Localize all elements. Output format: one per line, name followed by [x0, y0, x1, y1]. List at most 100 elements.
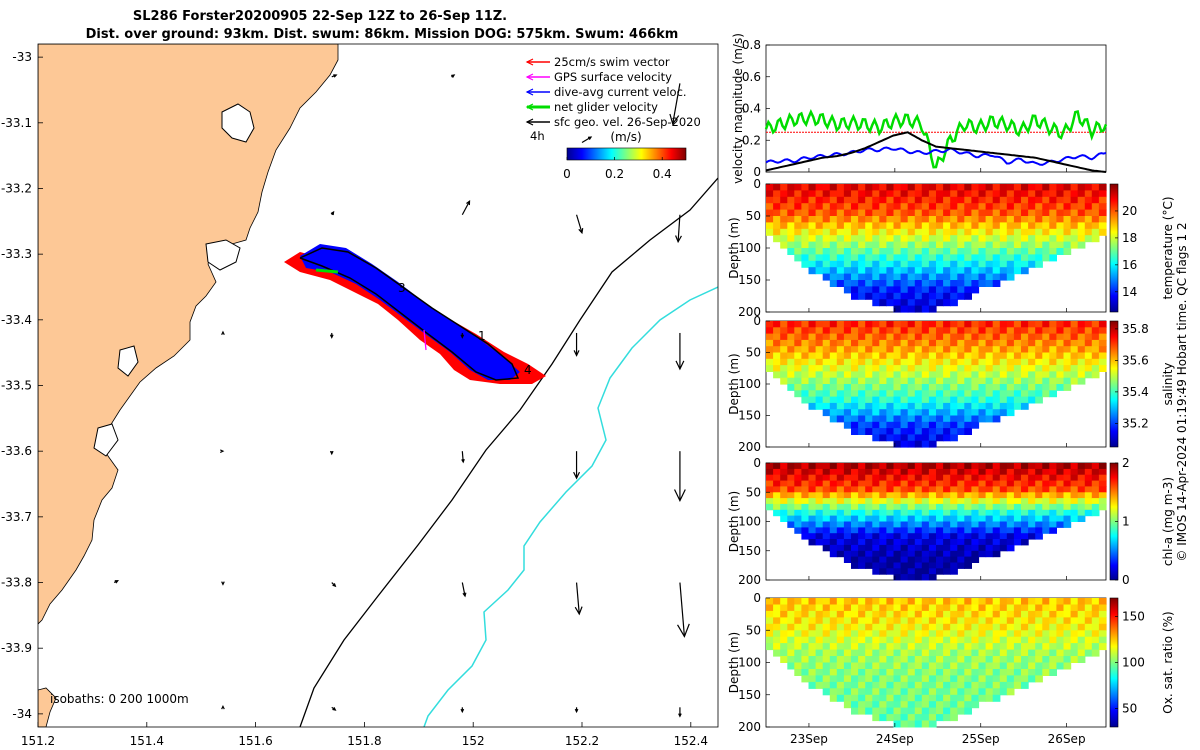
section-cell — [893, 636, 902, 644]
section-cell — [1056, 617, 1065, 625]
section-cell — [985, 371, 994, 379]
section-cell — [836, 321, 845, 328]
section-cell — [773, 339, 781, 347]
section-cell — [914, 468, 923, 476]
section-cell — [936, 568, 944, 575]
section-cell — [964, 544, 972, 552]
section-cell — [985, 694, 994, 702]
section-cell — [872, 669, 880, 676]
section-cell — [1028, 365, 1036, 372]
section-cell — [1084, 222, 1093, 230]
section-cell — [851, 292, 859, 300]
section-cell — [992, 492, 1001, 499]
section-cell — [964, 656, 972, 663]
section-cell — [943, 421, 951, 429]
section-cell — [1035, 377, 1043, 385]
section-cell — [858, 377, 866, 385]
section-cell — [978, 503, 987, 511]
section-cell — [836, 196, 845, 204]
section-cell — [886, 184, 895, 191]
section-cell — [1056, 333, 1065, 341]
section-cell — [950, 216, 958, 223]
section-cell — [950, 474, 958, 482]
section-cell — [1084, 463, 1093, 470]
section-cell — [928, 498, 937, 505]
section-cell — [822, 468, 831, 476]
section-cell — [921, 209, 930, 217]
section-cell — [766, 604, 774, 612]
section-cell — [900, 184, 909, 191]
section-cell — [985, 688, 994, 696]
section-cell — [992, 521, 1001, 528]
section-cell — [971, 273, 980, 281]
velocity-ytick-label: 0.2 — [742, 133, 761, 147]
section-cell — [999, 498, 1008, 505]
section-cell — [829, 539, 838, 546]
section-cell — [836, 544, 845, 552]
section-cell — [964, 190, 972, 198]
section-cell — [1049, 521, 1057, 528]
section-cell — [1077, 630, 1086, 638]
section-cell — [829, 209, 838, 217]
section-cell — [943, 371, 951, 379]
section-cell — [858, 371, 866, 379]
section-cell — [865, 321, 873, 328]
section-cell — [886, 286, 895, 294]
section-cell — [964, 184, 972, 191]
section-cell — [1042, 468, 1050, 476]
section-cell — [914, 556, 923, 563]
section-cell — [928, 327, 937, 335]
section-cell — [872, 352, 880, 360]
section-cell — [1021, 352, 1029, 360]
scale-label: 4h — [530, 129, 545, 143]
section-cell — [851, 280, 859, 287]
section-cell — [928, 539, 937, 546]
section-cell — [943, 688, 951, 696]
section-cell — [957, 669, 965, 676]
section-cell — [936, 556, 944, 563]
section-cell — [893, 396, 902, 404]
section-cell — [829, 267, 838, 275]
section-cell — [872, 521, 880, 528]
geo-velocity-arrowhead — [451, 74, 456, 78]
section-cell — [943, 358, 951, 366]
section-cell — [865, 346, 873, 354]
section-cell — [992, 358, 1001, 366]
section-cell — [943, 643, 951, 651]
section-cell — [1013, 321, 1022, 328]
section-cell — [957, 352, 965, 360]
section-cell — [964, 292, 972, 300]
section-cell — [886, 509, 895, 517]
geo-velocity-arrowhead — [221, 705, 225, 710]
map-xtick-label: 151.2 — [21, 734, 55, 748]
section-cell — [978, 498, 987, 505]
section-cell — [766, 321, 774, 328]
section-cell — [999, 630, 1008, 638]
section-cell — [914, 474, 923, 482]
colorbar-tick-label: 35.8 — [1122, 322, 1149, 336]
section-cell — [921, 339, 930, 347]
title-line-1: SL286 Forster20200905 22-Sep 12Z to 26-S… — [133, 9, 507, 24]
section-cell — [943, 463, 951, 470]
section-cell — [1021, 333, 1029, 341]
section-cell — [773, 498, 781, 505]
section-cell — [865, 610, 873, 618]
section-cell — [928, 574, 937, 581]
section-cell — [1042, 509, 1050, 517]
section-cell — [893, 254, 902, 262]
section-cell — [992, 377, 1001, 385]
section-cell — [843, 190, 852, 198]
section-cell — [971, 533, 980, 540]
section-cell — [886, 273, 895, 281]
section-cell — [780, 480, 788, 487]
section-cell — [921, 358, 930, 366]
section-cell — [907, 409, 916, 417]
section-cell — [851, 688, 859, 696]
section-cell — [865, 598, 873, 605]
section-cell — [1063, 617, 1072, 625]
section-cell — [829, 669, 838, 676]
section-cell — [865, 358, 873, 366]
section-cell — [907, 574, 916, 581]
section-cell — [900, 662, 909, 670]
section-cell — [808, 643, 817, 651]
